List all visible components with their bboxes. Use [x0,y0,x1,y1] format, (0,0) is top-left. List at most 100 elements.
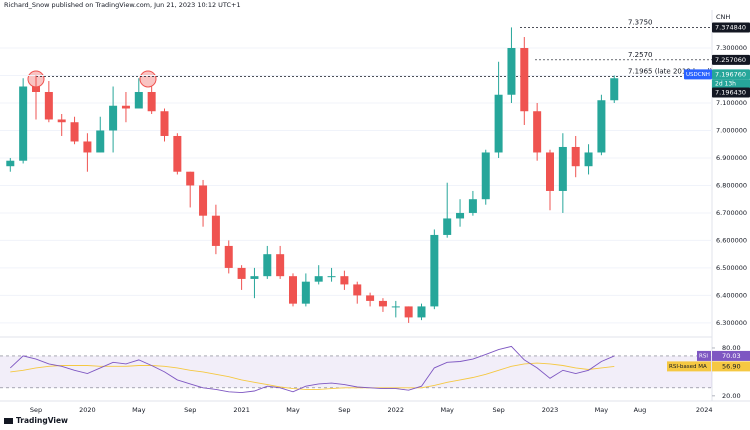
x-tick-label: 2021 [233,406,250,414]
y-tick-label: 7.000000 [716,126,747,134]
y-tick-label: 6.900000 [716,154,747,162]
candle-body [134,91,143,109]
candle-body [224,245,233,268]
countdown-badge [712,79,750,89]
x-tick-label: 2022 [388,406,405,414]
x-tick-label: May [440,406,454,414]
header: Richard_Snow published on TradingView.co… [4,1,241,9]
x-tick-label: May [286,406,300,414]
candle-body [199,185,208,216]
x-tick-label: May [595,406,609,414]
candle-body [147,91,156,112]
candle-body [520,48,529,112]
candle-body [546,152,554,191]
candle-body [430,234,439,307]
candle-body [314,276,323,282]
symbol-label: USDCNH [686,72,710,78]
candle-body [83,141,92,153]
y-tick-label: 6.700000 [716,209,747,217]
x-tick-label: May [132,406,146,414]
legend-entry: RSI [699,353,708,359]
candle-body [443,218,452,235]
candle-body [211,215,220,246]
series-value-badge [712,361,750,372]
x-tick-label: Sep [492,406,504,414]
rsi-band [0,355,712,388]
candle-body [353,284,362,296]
y-tick-label: 6.400000 [716,291,747,299]
price-badge-label: 7.257060 [715,56,746,64]
candle-body [301,281,310,304]
footer: TradingView [16,416,68,425]
candle-body [19,86,28,161]
candle-body [584,152,593,167]
candle-body [610,78,619,101]
currency-label: CNH [716,13,730,21]
series-value-badge [712,350,750,361]
candle-body [276,254,285,277]
candle-body [96,130,105,153]
price-badge-label: 7.196430 [715,88,746,96]
price-badge-label: 7.196760 [715,70,746,78]
candle-body [340,276,349,285]
rsi-line [9,345,615,394]
candle-body [481,152,490,200]
x-tick-label: 2023 [542,406,559,414]
y-tick-label: 6.500000 [716,264,747,272]
price-badge [712,69,750,80]
level-label: 7.1965 (late 2019 level) [628,67,713,75]
highlight-circle [139,70,157,88]
x-tick-label: 2020 [79,406,96,414]
candle-body [109,105,118,131]
candle-body [186,171,195,186]
candle-body [44,91,53,120]
x-tick-label: Aug [634,406,647,414]
candle-body [173,135,182,172]
y-tick-label: 80.00 [722,344,741,352]
x-tick-label: Sep [184,406,196,414]
candle-body [263,254,272,277]
candle-body [507,48,516,95]
candle-body [366,295,375,301]
y-tick-label: 7.100000 [716,99,747,107]
y-tick-label: 6.800000 [716,181,747,189]
y-tick-label: 6.600000 [716,236,747,244]
x-tick-label: Sep [338,406,350,414]
level-label: 7.2570 [628,51,653,59]
y-tick-label: 20.00 [722,392,741,400]
candle-body [237,267,246,279]
candle-body [121,105,130,109]
candle-body [289,276,297,304]
symbol-badge [684,69,712,80]
candle-body [417,306,426,318]
legend-entry: RSI-based MA [669,364,707,370]
candle-body [70,122,79,142]
candle-body [456,212,465,219]
y-tick-label: 7.300000 [716,44,747,52]
price-badge-label: 7.374840 [715,23,746,31]
candle-body [32,86,40,92]
tv-logo: TradingView [4,416,68,425]
level-label: 7.3750 [628,18,653,26]
countdown: 2d 13h [715,80,736,87]
candle-body [558,146,567,191]
candle-body [468,199,477,213]
series-name-badge [667,361,711,372]
x-tick-label: 2024 [696,406,713,414]
series-name-badge [697,350,711,361]
price-badge [712,22,750,33]
candle-body [6,160,15,167]
candle-body [250,276,259,279]
rsi-line [10,362,615,390]
candle-body [57,119,66,123]
series-value-label: 56.90 [722,362,741,370]
candle-body [391,306,400,308]
candle-body [378,300,387,307]
candle-body [160,111,169,136]
candle-body [533,111,542,153]
y-tick-label: 6.300000 [716,319,747,327]
candle-body [597,100,606,153]
